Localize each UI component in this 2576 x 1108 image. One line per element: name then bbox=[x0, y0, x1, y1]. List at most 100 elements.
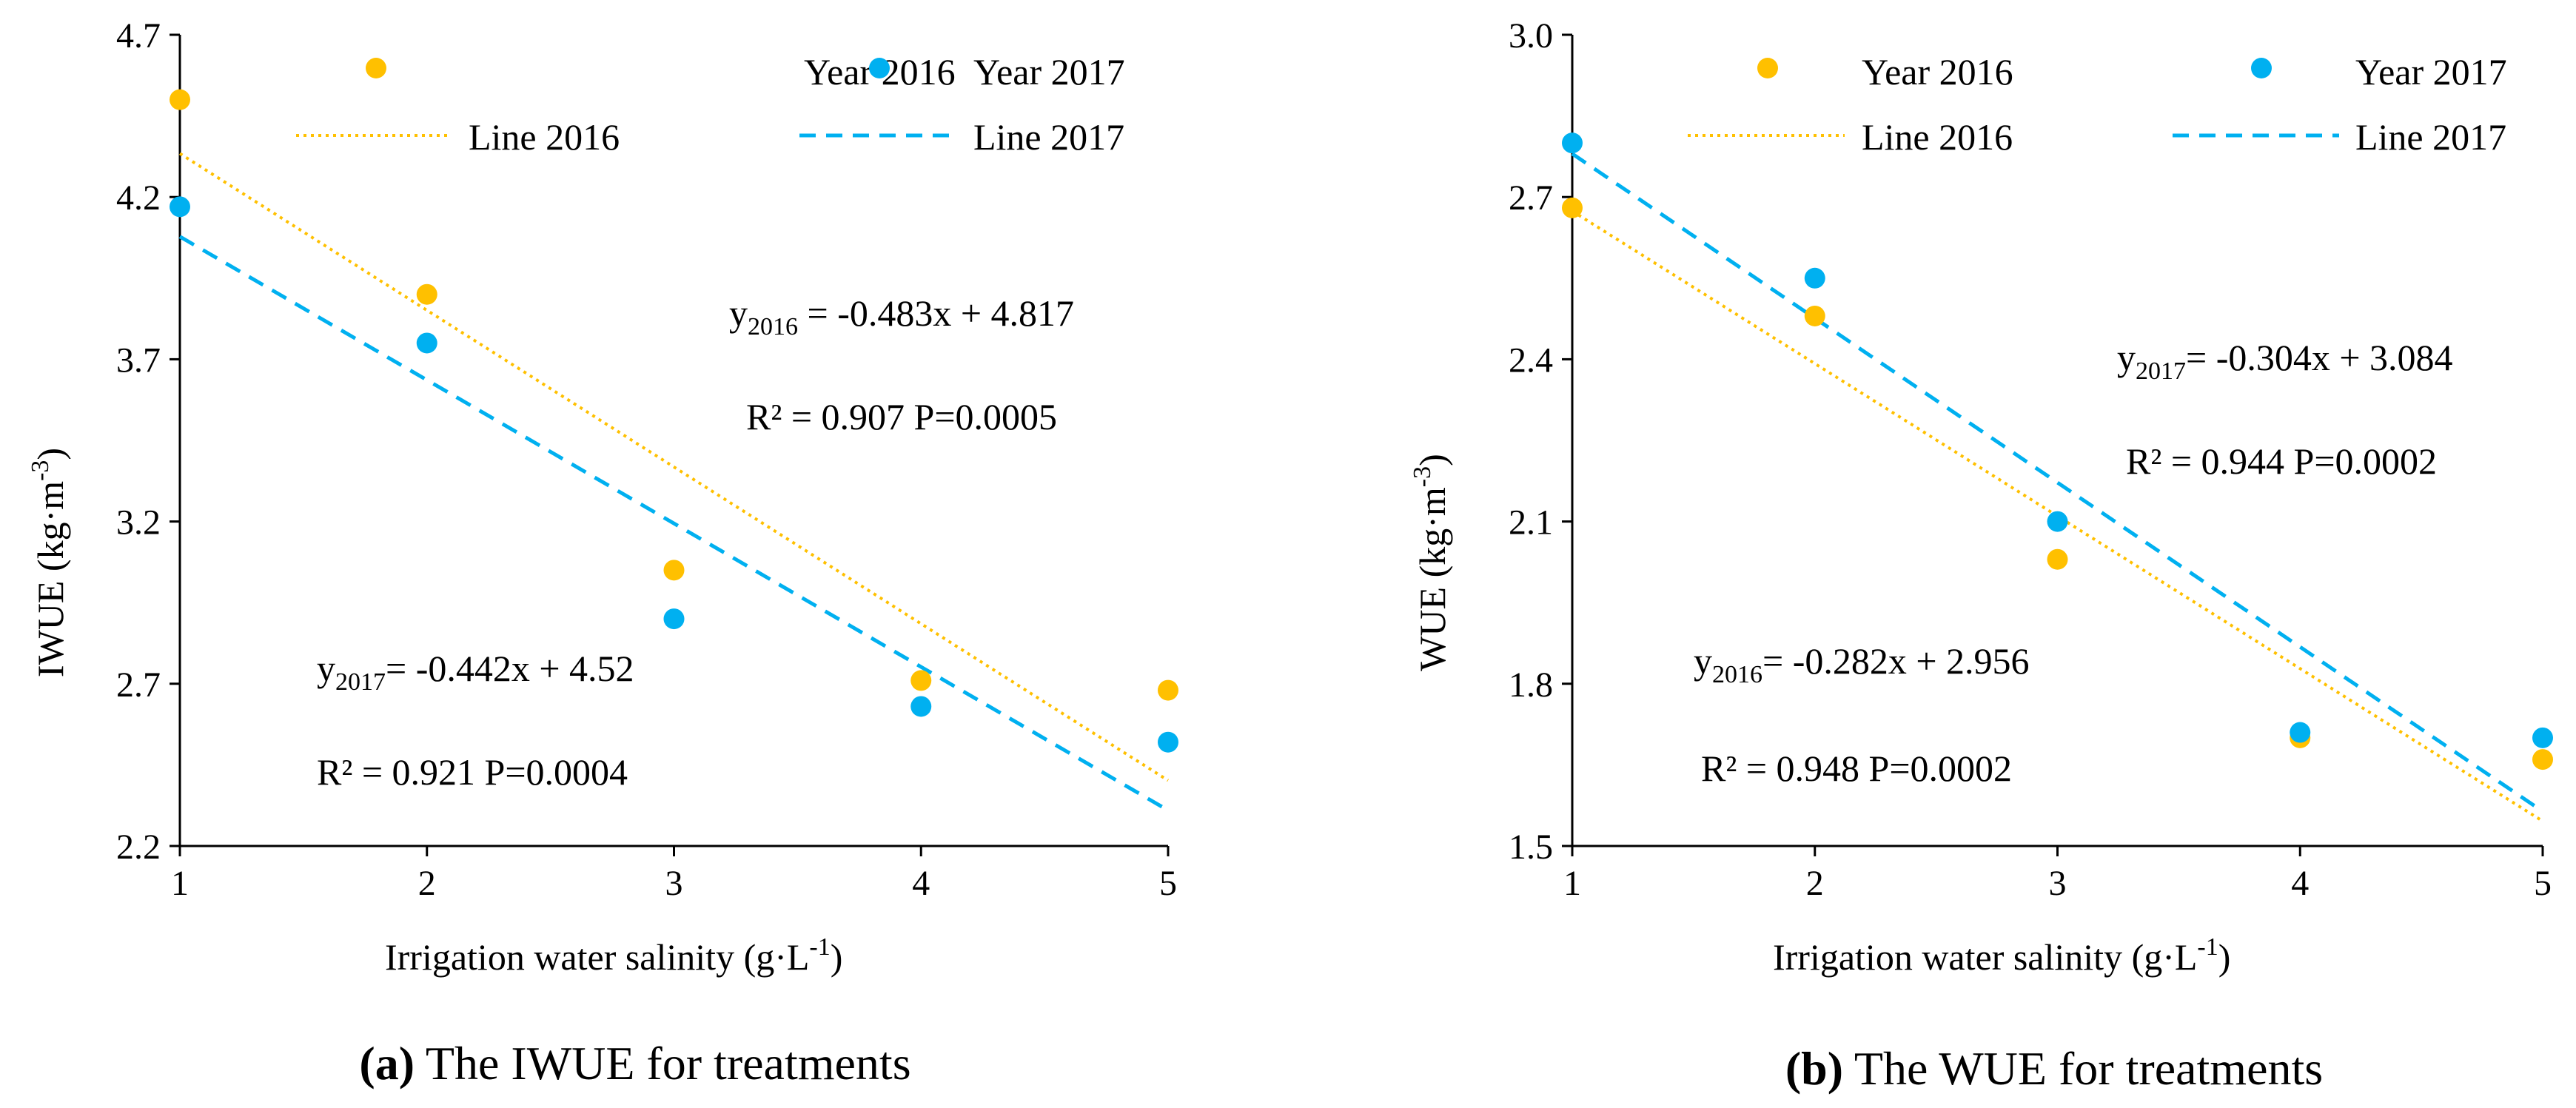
equation-a-2017-y: y bbox=[317, 648, 335, 689]
y-axis-label-b: WUE (kg·m-3) bbox=[1409, 454, 1453, 671]
data-point-a-2017 bbox=[170, 196, 190, 218]
data-point-b-2016 bbox=[1562, 197, 1583, 218]
caption-a-text: The IWUE for treatments bbox=[415, 1037, 911, 1089]
y-tick-label-b: 2.7 bbox=[1509, 178, 1553, 218]
legend-a-2017-marker bbox=[869, 58, 890, 78]
caption-b-bold: (b) bbox=[1785, 1042, 1843, 1095]
legend-a-2017-label: Year 2017 bbox=[973, 51, 1125, 93]
equation-b-2017-y: y bbox=[2117, 337, 2136, 378]
trendline-a-2016 bbox=[178, 152, 1170, 782]
x-tick-label-a: 5 bbox=[1159, 864, 1177, 903]
data-point-a-2016 bbox=[170, 89, 190, 110]
data-point-a-2017 bbox=[910, 696, 932, 717]
equation-a-2017-body: = -0.442x + 4.52 bbox=[386, 648, 634, 689]
caption-b: (b) The WUE for treatments bbox=[1785, 1042, 2323, 1095]
x-axis-label-b-end: ) bbox=[2218, 936, 2231, 978]
legend-b-line2017-label: Line 2017 bbox=[2355, 116, 2506, 158]
x-axis-label-b-main: Irrigation water salinity (g·L bbox=[1773, 936, 2197, 978]
legend-b-line2016-label: Line 2016 bbox=[1862, 116, 2013, 158]
x-tick-label-a: 1 bbox=[171, 864, 189, 903]
x-axis-label-b-sup: -1 bbox=[2197, 933, 2218, 961]
r2-a-2016: R² = 0.907 P=0.0005 bbox=[746, 396, 1057, 437]
y-axis-label-b-main: WUE (kg·m bbox=[1412, 487, 1453, 671]
x-tick-label-a: 2 bbox=[418, 864, 436, 903]
x-axis-label-a: Irrigation water salinity (g·L-1) bbox=[385, 933, 842, 978]
trendline-b-2017 bbox=[1571, 152, 2544, 813]
x-tick-label-b: 3 bbox=[2049, 864, 2067, 903]
r2-a-2017: R² = 0.921 P=0.0004 bbox=[317, 751, 628, 793]
equation-a-2016: y2016 = -0.483x + 4.817 bbox=[729, 292, 1074, 340]
x-tick-label-b: 1 bbox=[1563, 864, 1581, 903]
y-tick-label-b: 3.0 bbox=[1509, 16, 1553, 56]
equation-b-2016: y2016= -0.282x + 2.956 bbox=[1694, 640, 2030, 688]
legend-b-2017-label: Year 2017 bbox=[2355, 51, 2507, 93]
data-point-b-2017 bbox=[1562, 132, 1583, 154]
equation-b-2016-sub: 2016 bbox=[1712, 661, 1762, 688]
y-axis-label-b-end: ) bbox=[1412, 454, 1453, 466]
panel-a: Year 2016 Year 2017 Line 2016 Line 2017 … bbox=[27, 51, 1125, 1089]
data-point-a-2017 bbox=[663, 608, 685, 630]
equation-b-2016-y: y bbox=[1694, 640, 1712, 682]
data-point-a-2017 bbox=[1158, 731, 1178, 753]
plot-layer: 2.2 2.7 3.2 3.7 4.2 4.7 1 2 3 4 5 1.5 1.8 2.1 2.4 2.7 3.… bbox=[116, 16, 2553, 903]
x-tick-label-a: 3 bbox=[665, 864, 683, 903]
equation-b-2017-sub: 2017 bbox=[2136, 357, 2186, 385]
y-tick-label-b: 1.8 bbox=[1509, 665, 1553, 705]
legend-b-2016-label: Year 2016 bbox=[1862, 51, 2013, 93]
y-axis-label-a-sup: -3 bbox=[27, 460, 54, 481]
legend-a-2016-marker bbox=[366, 58, 386, 78]
caption-b-text: The WUE for treatments bbox=[1843, 1042, 2323, 1095]
y-tick-label-a: 4.2 bbox=[116, 178, 161, 218]
y-tick-label-a: 3.2 bbox=[116, 503, 161, 543]
y-axis-label-a-end: ) bbox=[30, 448, 71, 460]
caption-a-bold: (a) bbox=[359, 1037, 415, 1089]
equation-a-2016-sub: 2016 bbox=[748, 313, 798, 340]
legend-b-2017-marker bbox=[2251, 58, 2272, 78]
y-tick-label-a: 2.7 bbox=[116, 665, 161, 705]
x-axis-label-a-sup: -1 bbox=[809, 933, 830, 961]
x-tick-label-b: 5 bbox=[2534, 864, 2552, 903]
equation-b-2016-body: = -0.282x + 2.956 bbox=[1762, 640, 2030, 682]
panel-b: Year 2016 Year 2017 Line 2016 Line 2017 … bbox=[1409, 51, 2507, 1095]
equation-a-2017-sub: 2017 bbox=[335, 668, 386, 696]
y-tick-label-b: 2.4 bbox=[1509, 340, 1553, 380]
y-tick-label-b: 2.1 bbox=[1509, 503, 1553, 543]
y-tick-label-a: 3.7 bbox=[116, 340, 161, 380]
x-tick-label-b: 4 bbox=[2291, 864, 2309, 903]
y-tick-label-b: 1.5 bbox=[1509, 827, 1553, 867]
data-point-b-2016 bbox=[1804, 305, 1825, 326]
y-axis-label-a: IWUE (kg·m-3) bbox=[27, 448, 71, 677]
legend-a-line2017-label: Line 2017 bbox=[973, 116, 1124, 158]
data-point-a-2016 bbox=[1158, 679, 1178, 701]
legend-a-line2016-label: Line 2016 bbox=[469, 116, 620, 158]
r2-b-2017: R² = 0.944 P=0.0002 bbox=[2126, 440, 2437, 482]
data-point-b-2016 bbox=[2047, 548, 2068, 570]
x-axis-label-a-end: ) bbox=[831, 936, 843, 978]
legend-b-2016-marker bbox=[1757, 58, 1778, 78]
caption-a: (a) The IWUE for treatments bbox=[359, 1037, 910, 1089]
y-axis-label-b-sup: -3 bbox=[1409, 466, 1436, 487]
x-tick-label-a: 4 bbox=[912, 864, 930, 903]
data-point-a-2016 bbox=[416, 283, 437, 305]
r2-b-2016: R² = 0.948 P=0.0002 bbox=[1701, 748, 2012, 789]
equation-b-2017: y2017= -0.304x + 3.084 bbox=[2117, 337, 2453, 385]
data-point-b-2017 bbox=[2047, 511, 2068, 532]
equation-b-2017-body: = -0.304x + 3.084 bbox=[2186, 337, 2453, 378]
data-point-a-2017 bbox=[416, 332, 437, 354]
equation-a-2017: y2017= -0.442x + 4.52 bbox=[317, 648, 634, 696]
equation-a-2016-body: = -0.483x + 4.817 bbox=[798, 292, 1074, 334]
data-point-b-2016 bbox=[2532, 749, 2553, 770]
data-point-b-2017 bbox=[1804, 267, 1825, 289]
data-point-b-2017 bbox=[2532, 727, 2553, 748]
data-point-a-2016 bbox=[663, 560, 685, 581]
equation-a-2016-y: y bbox=[729, 292, 748, 334]
trendline-b-2016 bbox=[1571, 209, 2544, 823]
y-tick-label-a: 2.2 bbox=[116, 827, 161, 867]
data-point-b-2017 bbox=[2290, 722, 2311, 743]
y-tick-label-a: 4.7 bbox=[116, 16, 161, 56]
data-point-a-2016 bbox=[910, 670, 932, 691]
trendline-a-2017 bbox=[178, 235, 1170, 812]
x-tick-label-b: 2 bbox=[1806, 864, 1824, 903]
x-axis-label-b: Irrigation water salinity (g·L-1) bbox=[1773, 933, 2230, 978]
